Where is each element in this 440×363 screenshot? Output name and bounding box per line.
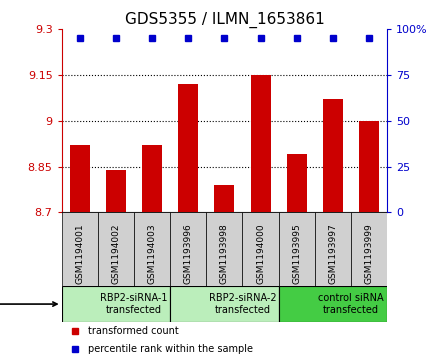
Text: GSM1193996: GSM1193996 [184,223,193,284]
Bar [98,212,134,286]
Bar [178,84,198,212]
Text: protocol: protocol [0,299,57,309]
Bar [206,212,242,286]
Bar [287,154,307,212]
Bar [351,212,387,286]
Text: GSM1193997: GSM1193997 [328,223,337,284]
Bar [170,286,279,322]
Bar [170,212,206,286]
Bar [70,145,90,212]
Bar [359,121,379,212]
Bar [142,145,162,212]
Text: GSM1193999: GSM1193999 [365,223,374,284]
Bar [251,75,271,212]
Bar [323,99,343,212]
Text: GSM1194002: GSM1194002 [111,223,121,284]
Text: RBP2-siRNA-2
transfected: RBP2-siRNA-2 transfected [209,293,276,315]
Text: GSM1194000: GSM1194000 [256,223,265,284]
Bar [279,286,387,322]
Text: GSM1193995: GSM1193995 [292,223,301,284]
Bar [106,170,126,212]
Text: GSM1194003: GSM1194003 [147,223,157,284]
Bar [315,212,351,286]
Bar [214,185,235,212]
Text: GSM1194001: GSM1194001 [75,223,84,284]
Bar [279,212,315,286]
Bar [134,212,170,286]
Bar [62,286,170,322]
Text: RBP2-siRNA-1
transfected: RBP2-siRNA-1 transfected [100,293,168,315]
Text: control siRNA
transfected: control siRNA transfected [318,293,384,315]
Bar [242,212,279,286]
Text: percentile rank within the sample: percentile rank within the sample [88,344,253,354]
Title: GDS5355 / ILMN_1653861: GDS5355 / ILMN_1653861 [125,12,324,28]
Text: transformed count: transformed count [88,326,178,336]
Text: GSM1193998: GSM1193998 [220,223,229,284]
Bar [62,212,98,286]
